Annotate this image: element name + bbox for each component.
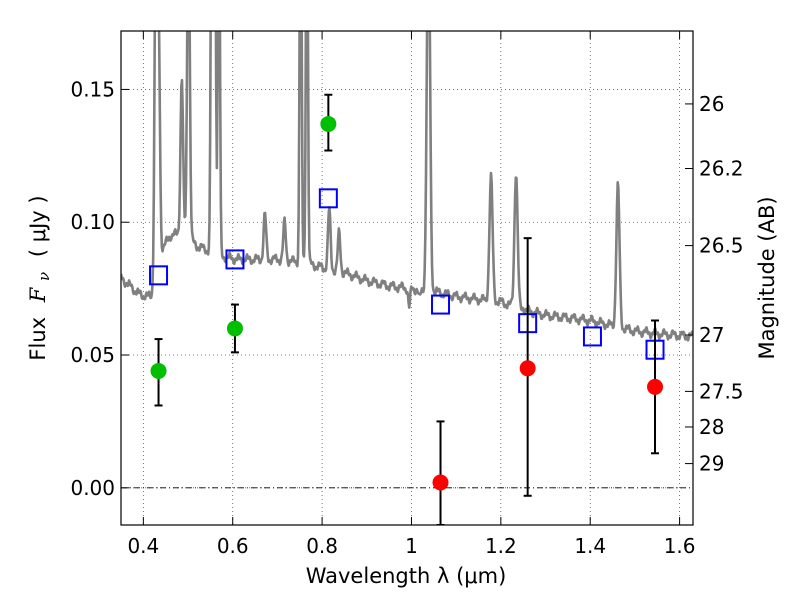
y2-tick-label: 29 <box>699 452 724 476</box>
x-tick-label: 0.4 <box>127 534 159 558</box>
y-axis-title: Flux F ν ( μJy ) <box>26 195 54 360</box>
y-tick-label: 0.15 <box>70 77 115 101</box>
grid <box>121 31 693 525</box>
model-point <box>149 265 169 286</box>
y-tick-label: 0.05 <box>70 343 115 367</box>
x-tick-label: 0.8 <box>306 534 338 558</box>
spectrum-line <box>121 31 693 342</box>
x-tick-label: 1.6 <box>664 534 696 558</box>
marks-layer <box>149 93 665 525</box>
detected-point <box>226 320 243 337</box>
y2-tick-label: 26.2 <box>699 157 744 181</box>
ticks-layer <box>121 31 693 525</box>
y2-tick-label: 26.5 <box>699 234 744 258</box>
plot-background <box>121 31 693 525</box>
upper-point <box>519 360 536 377</box>
model-point <box>582 326 602 347</box>
y-axis-title-symbol: F <box>26 286 50 303</box>
x-tick-label: 1.2 <box>485 534 517 558</box>
y-axis-title-subscript: ν <box>35 272 53 281</box>
plot-frame <box>120 30 694 526</box>
labels-layer: 0.4 0.6 0.8 1 1.2 1.4 1.6 0.00 0.05 0.10 0.15 26 26.… <box>70 77 743 558</box>
y-axis-title-text: Flux <box>26 317 50 361</box>
y2-tick-label: 27 <box>699 323 724 347</box>
x-tick-label: 1.4 <box>574 534 606 558</box>
y-axis-title-unit: ( μJy ) <box>26 195 50 257</box>
y2-tick-label: 26 <box>699 92 724 116</box>
spectrum-layer <box>121 31 693 342</box>
x-tick-label: 1 <box>405 534 418 558</box>
detected-point <box>320 115 337 132</box>
upper-point <box>647 378 664 395</box>
y2-axis-title: Magnitude (AB) <box>755 196 779 359</box>
detected-point <box>150 362 167 379</box>
model-point <box>225 249 245 270</box>
x-axis-title: Wavelength λ (μm) <box>306 564 507 588</box>
x-tick-label: 0.6 <box>217 534 249 558</box>
upper-point <box>432 474 449 491</box>
y-tick-label: 0.10 <box>70 210 115 234</box>
y2-tick-label: 28 <box>699 415 724 439</box>
model-point <box>318 188 338 209</box>
y-tick-label: 0.00 <box>70 476 115 500</box>
model-point <box>431 294 451 315</box>
y2-tick-label: 27.5 <box>699 379 744 403</box>
